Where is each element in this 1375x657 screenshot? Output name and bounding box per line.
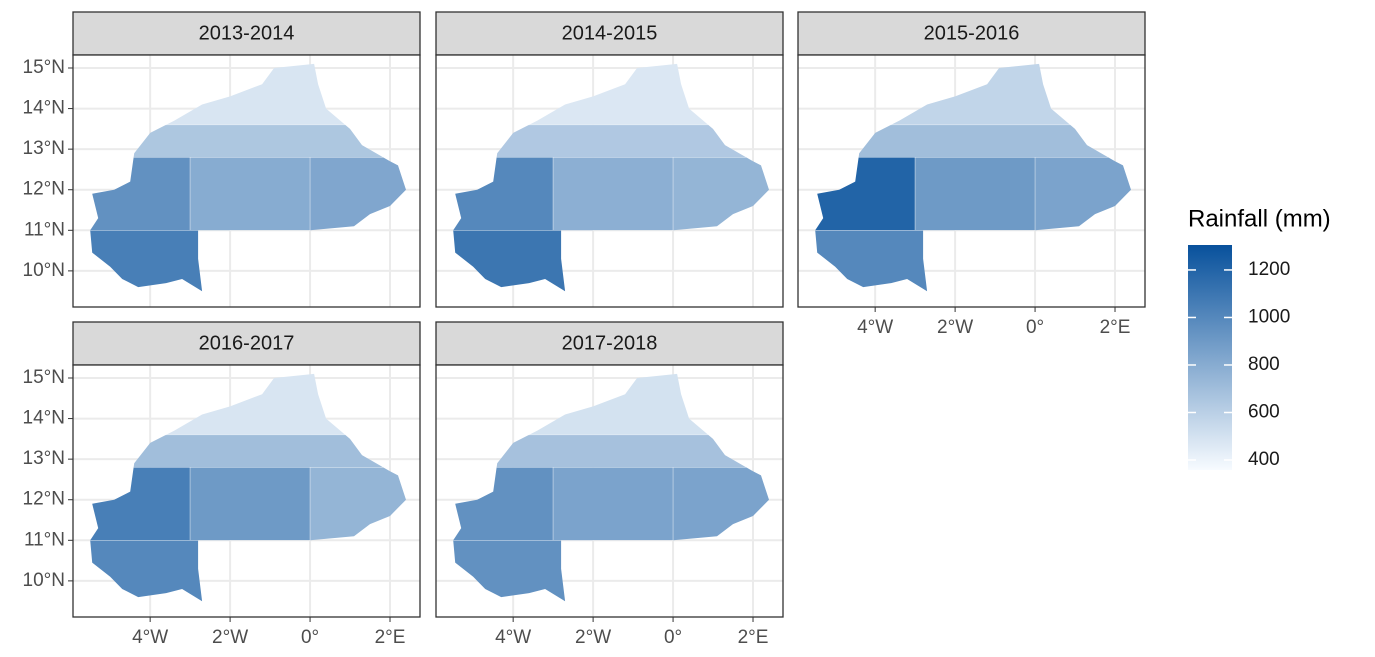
y-tick-label: 13°N xyxy=(23,448,65,469)
legend-label: 400 xyxy=(1248,449,1280,470)
y-tick-label: 14°N xyxy=(23,408,65,429)
strip xyxy=(72,321,421,366)
panel-title: 2016-2017 xyxy=(199,332,295,354)
colorbar xyxy=(1188,245,1232,470)
region xyxy=(552,466,674,541)
panel-border xyxy=(435,364,784,618)
region xyxy=(189,466,311,541)
strip xyxy=(72,11,421,56)
panel-border xyxy=(72,364,421,618)
y-tick-label: 11°N xyxy=(24,529,65,550)
panel-title: 2017-2018 xyxy=(562,332,658,354)
legend-title: Rainfall (mm) xyxy=(1188,205,1331,232)
panel-border xyxy=(72,54,421,308)
y-tick-label: 13°N xyxy=(23,138,65,159)
x-tick-label: 4°W xyxy=(495,627,531,648)
x-tick-label: 2°W xyxy=(937,317,973,338)
region xyxy=(914,157,1036,231)
legend-label: 1200 xyxy=(1248,259,1290,280)
y-tick-label: 15°N xyxy=(23,57,65,78)
x-tick-label: 2°E xyxy=(375,627,406,648)
y-tick-label: 10°N xyxy=(23,260,65,281)
x-tick-label: 0° xyxy=(664,627,682,648)
x-tick-label: 0° xyxy=(1026,317,1044,338)
region xyxy=(552,157,674,231)
legend-label: 1000 xyxy=(1248,306,1290,327)
panel-title: 2014-2015 xyxy=(562,22,658,44)
x-tick-label: 2°W xyxy=(212,627,248,648)
y-tick-label: 15°N xyxy=(23,367,65,388)
x-tick-label: 2°E xyxy=(1100,317,1131,338)
strip xyxy=(435,11,784,56)
panel-title: 2015-2016 xyxy=(924,22,1020,44)
y-tick-label: 10°N xyxy=(23,570,65,591)
region xyxy=(189,157,311,231)
strip xyxy=(435,321,784,366)
panel-border xyxy=(435,54,784,308)
y-tick-label: 12°N xyxy=(23,489,65,510)
y-tick-label: 11°N xyxy=(24,219,65,240)
strip xyxy=(797,11,1146,56)
y-tick-label: 12°N xyxy=(23,179,65,200)
x-tick-label: 2°W xyxy=(575,627,611,648)
panel-title: 2013-2014 xyxy=(199,22,295,44)
x-tick-label: 2°E xyxy=(738,627,769,648)
x-tick-label: 4°W xyxy=(857,317,893,338)
x-tick-label: 4°W xyxy=(132,627,168,648)
x-tick-label: 0° xyxy=(301,627,319,648)
legend-label: 800 xyxy=(1248,354,1280,375)
panel-border xyxy=(797,54,1146,308)
legend-label: 600 xyxy=(1248,402,1280,423)
y-tick-label: 14°N xyxy=(23,98,65,119)
